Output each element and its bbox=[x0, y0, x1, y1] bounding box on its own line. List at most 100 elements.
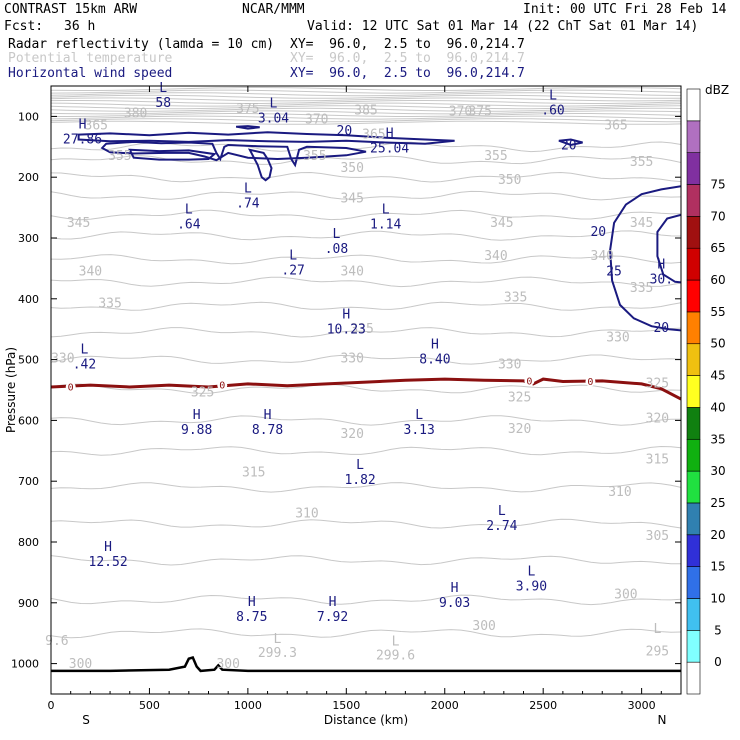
colorbar-level-label: 15 bbox=[710, 560, 725, 574]
theta-contour-label: 365 bbox=[85, 119, 108, 134]
valid-time: Valid: 12 UTC Sat 01 Mar 14 (22 ChT Sat … bbox=[307, 19, 699, 34]
field-reflectivity-xy: XY= 96.0, 2.5 to 96.0,214.7 bbox=[290, 37, 525, 52]
wind-contour-line bbox=[558, 138, 583, 147]
wind-extremum-value: 10.23 bbox=[327, 322, 366, 337]
wind-contour-label: 20 bbox=[337, 124, 353, 139]
theta-isentrope bbox=[51, 415, 681, 426]
colorbar-swatch bbox=[686, 247, 701, 281]
colorbar-level-label: 35 bbox=[710, 432, 725, 446]
theta-contour-label: 335 bbox=[350, 322, 373, 337]
theta-isentrope bbox=[51, 518, 681, 529]
theta-upper-line bbox=[51, 107, 681, 112]
theta-contour-label: 320 bbox=[508, 422, 531, 437]
freezing-level-label-bg bbox=[217, 380, 228, 391]
y-tick-label: 800 bbox=[18, 536, 39, 549]
theta-isentrope bbox=[51, 482, 681, 493]
wind-extremum-value: 25.04 bbox=[370, 142, 409, 157]
theta-extremum-type: L bbox=[653, 622, 661, 637]
x-tick-label: 0 bbox=[48, 699, 55, 712]
wind-contour-line bbox=[656, 213, 681, 284]
chart-header: CONTRAST 15km ARW NCAR/MMM Init: 00 UTC … bbox=[0, 0, 740, 85]
theta-contour-label: 335 bbox=[630, 281, 653, 296]
theta-upper-line bbox=[51, 87, 681, 91]
theta-upper-line bbox=[51, 102, 681, 107]
theta-contour-label: 385 bbox=[354, 103, 377, 118]
theta-contour-label: 355 bbox=[630, 155, 653, 170]
freezing-level-line bbox=[50, 377, 682, 401]
colorbar-level-label: 50 bbox=[710, 337, 725, 351]
wind-extremum-type: L bbox=[159, 81, 167, 96]
colorbar-level-label: 55 bbox=[710, 305, 725, 319]
wind-extremum-type: H bbox=[248, 595, 256, 610]
theta-isentrope bbox=[51, 445, 681, 456]
x-tick-label: 1500 bbox=[332, 699, 360, 712]
theta-contour-label: 345 bbox=[490, 216, 513, 231]
y-tick-label: 700 bbox=[18, 475, 39, 488]
theta-contour-label: 375 bbox=[468, 105, 491, 120]
theta-isentrope bbox=[51, 276, 681, 288]
theta-upper-line bbox=[51, 92, 681, 97]
wind-extremum-type: H bbox=[386, 127, 394, 142]
y-tick-label: 1000 bbox=[11, 658, 39, 671]
colorbar-swatch bbox=[686, 630, 701, 663]
theta-isentrope bbox=[51, 628, 681, 639]
wind-extremum-type: H bbox=[329, 595, 337, 610]
theta-contour-label: 365 bbox=[362, 128, 385, 143]
wind-extremum-value: 8.40 bbox=[419, 353, 450, 368]
wind-extremum-type: L bbox=[382, 203, 390, 218]
theta-contour-label: 355 bbox=[108, 149, 131, 164]
wind-extremum-value: 1.14 bbox=[370, 218, 401, 233]
y-tick-label: 200 bbox=[18, 171, 39, 184]
colorbar-swatch bbox=[686, 566, 701, 599]
freezing-level-label: 0 bbox=[219, 381, 225, 392]
wind-extremum-type: H bbox=[342, 307, 350, 322]
theta-contour-label: 9.6 bbox=[45, 634, 68, 649]
freezing-level-label: 0 bbox=[587, 377, 593, 388]
colorbar-level-label: 60 bbox=[710, 273, 725, 287]
theta-isentrope bbox=[51, 171, 681, 183]
wind-extremum-type: H bbox=[657, 257, 665, 272]
wind-extremum-value: 8.75 bbox=[236, 610, 267, 625]
colorbar-swatch bbox=[686, 120, 701, 153]
wind-extremum-type: L bbox=[244, 181, 252, 196]
theta-contour-label: 300 bbox=[614, 587, 637, 602]
colorbar-swatch bbox=[686, 470, 701, 504]
wind-extremum-type: H bbox=[79, 118, 87, 133]
theta-contour-label: 330 bbox=[498, 357, 521, 372]
forecast-hour: 36 h bbox=[64, 19, 96, 34]
theta-upper-line bbox=[51, 120, 681, 125]
theta-upper-line bbox=[51, 100, 681, 104]
colorbar-swatch bbox=[686, 343, 701, 376]
wind-extremum-value: 3.90 bbox=[516, 579, 547, 594]
y-tick-label: 900 bbox=[18, 597, 39, 610]
colorbar-swatch bbox=[686, 216, 701, 249]
forecast-label: Fcst: bbox=[4, 19, 44, 34]
theta-contour-label: 305 bbox=[646, 529, 669, 544]
x-axis-left-end: S bbox=[82, 713, 90, 727]
freezing-level-label-bg bbox=[524, 375, 535, 386]
wind-extremum-value: .42 bbox=[73, 358, 96, 373]
colorbar-level-label: 0 bbox=[714, 655, 722, 669]
colorbar-swatch bbox=[686, 598, 701, 631]
theta-upper-line bbox=[51, 89, 681, 94]
theta-contours bbox=[51, 87, 681, 639]
theta-contour-label: 330 bbox=[340, 351, 363, 366]
theta-contour-label: 310 bbox=[295, 506, 318, 521]
y-tick-label: 400 bbox=[18, 293, 39, 306]
field-wind-xy: XY= 96.0, 2.5 to 96.0,214.7 bbox=[290, 66, 525, 81]
theta-contour-label: 315 bbox=[242, 466, 265, 481]
theta-isentrope bbox=[51, 555, 681, 566]
wind-contours bbox=[77, 125, 681, 332]
x-axis-title: Distance (km) bbox=[324, 713, 408, 727]
theta-upper-line bbox=[51, 105, 681, 110]
theta-contour-label: 330 bbox=[606, 331, 629, 346]
wind-extremum-type: H bbox=[431, 338, 439, 353]
theta-isentrope bbox=[51, 155, 681, 165]
theta-contour-label: 375 bbox=[236, 102, 259, 117]
wind-extremum-value: 8.78 bbox=[252, 423, 283, 438]
wind-extremum-type: H bbox=[264, 408, 272, 423]
terrain-line bbox=[51, 655, 681, 673]
colorbar-swatch bbox=[686, 438, 701, 472]
init-time: Init: 00 UTC Fri 28 Feb 14 bbox=[523, 2, 727, 17]
theta-contour-label: 345 bbox=[67, 216, 90, 231]
